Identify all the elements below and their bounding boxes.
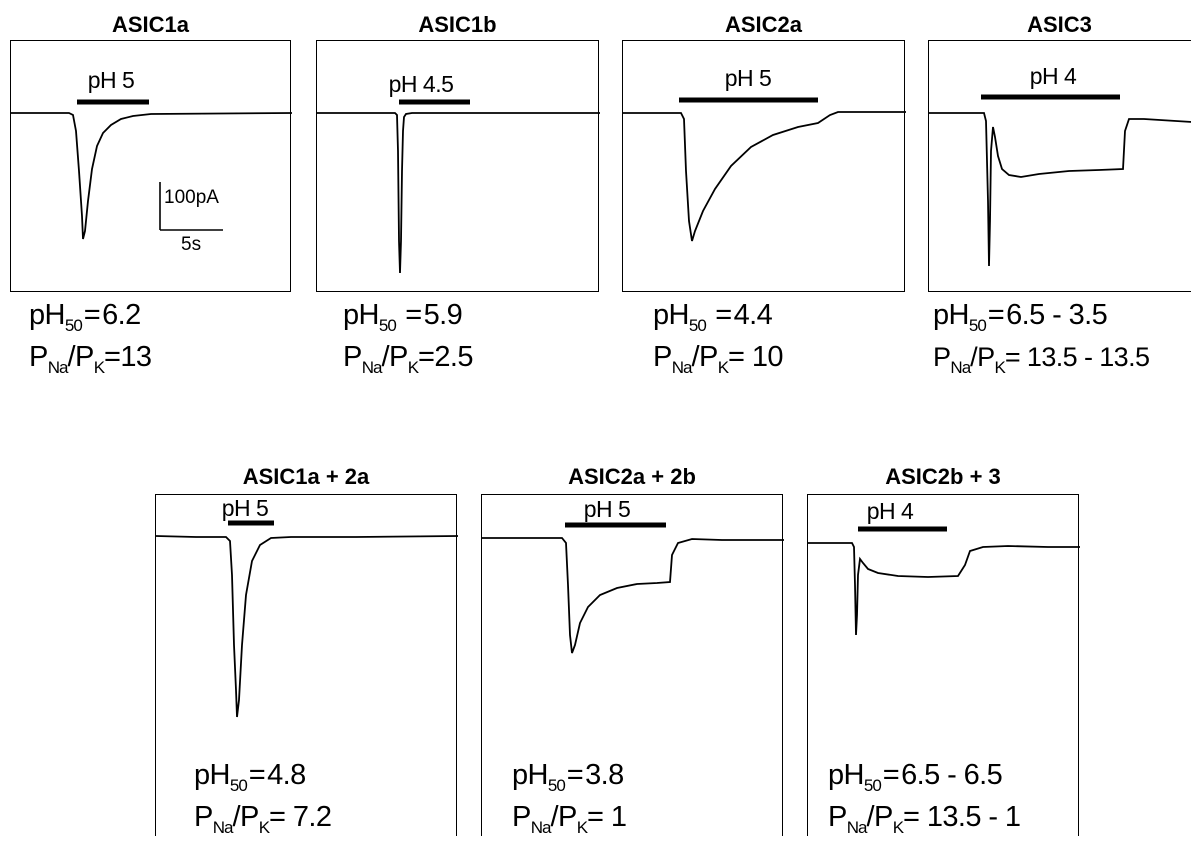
trace-box: pH 5 pH50=3.8 PNa/PK= 1 bbox=[481, 494, 784, 837]
scale-time-label: 5s bbox=[181, 234, 202, 255]
current-trace-line bbox=[156, 536, 458, 717]
panel-asic1a-2a: ASIC1a + 2a pH 5 pH50=4.8 PNa/PK= 7.2 bbox=[155, 464, 458, 837]
permeability-ratio: PNa/PK=2.5 bbox=[343, 341, 473, 377]
panel-asic1b: ASIC1b pH 4.5 pH50 =5.9 PNa/PK=2.5 bbox=[316, 12, 600, 377]
panel-asic2b-3: ASIC2b + 3 pH 4 pH50=6.5 - 6.5 PNa/PK= 1… bbox=[807, 464, 1080, 837]
trace-box: pH 4 pH50=6.5 - 3.5 PNa/PK= 13.5 - 13.5 bbox=[928, 40, 1191, 377]
current-trace bbox=[482, 495, 784, 835]
trace-box: pH 5 100pA 5s pH50=6.2 PNa/PK=13 bbox=[10, 40, 292, 377]
permeability-ratio: PNa/PK=13 bbox=[29, 341, 152, 377]
ph50-value: pH50 =4.4 bbox=[653, 299, 773, 335]
current-trace bbox=[11, 41, 292, 293]
panel-title: ASIC2b + 3 bbox=[885, 464, 1001, 489]
current-trace-line bbox=[482, 538, 784, 653]
trace-box: pH 4 pH50=6.5 - 6.5 PNa/PK= 13.5 - 1 bbox=[807, 494, 1080, 837]
ph-stimulus-label: pH 5 bbox=[221, 495, 269, 521]
ph-stimulus-label: pH 5 bbox=[583, 496, 631, 522]
panel-asic3: ASIC3 pH 4 pH50=6.5 - 3.5 PNa/PK= 13.5 -… bbox=[928, 12, 1191, 377]
current-trace bbox=[317, 41, 600, 293]
ph50-value: pH50=3.8 bbox=[512, 759, 624, 795]
scale-current-label: 100pA bbox=[164, 187, 219, 208]
current-trace bbox=[808, 495, 1080, 835]
trace-box: pH 5 pH50 =4.4 PNa/PK= 10 bbox=[622, 40, 906, 377]
ph-stimulus-label: pH 4.5 bbox=[388, 71, 454, 97]
ph50-value: pH50=4.8 bbox=[194, 759, 306, 795]
panel-title: ASIC1a bbox=[111, 12, 190, 37]
ph50-value: pH50=6.2 bbox=[29, 299, 141, 335]
current-trace bbox=[156, 495, 458, 835]
panel-title: ASIC3 bbox=[1027, 12, 1092, 37]
trace-box: pH 5 pH50=4.8 PNa/PK= 7.2 bbox=[155, 494, 458, 837]
permeability-ratio: PNa/PK= 7.2 bbox=[194, 801, 332, 837]
current-trace-line bbox=[317, 113, 600, 273]
ph50-value: pH50=6.5 - 6.5 bbox=[828, 759, 1003, 795]
panel-title: ASIC1b bbox=[418, 12, 497, 37]
permeability-ratio: PNa/PK= 10 bbox=[653, 341, 784, 377]
current-trace bbox=[623, 41, 906, 293]
permeability-ratio: PNa/PK= 13.5 - 13.5 bbox=[933, 342, 1150, 377]
panel-title: ASIC1a + 2a bbox=[242, 464, 370, 489]
ph-stimulus-label: pH 4 bbox=[866, 498, 914, 524]
panel-asic2a: ASIC2a pH 5 pH50 =4.4 PNa/PK= 10 bbox=[622, 12, 906, 377]
panel-asic1a: ASIC1a pH 5 100pA 5s pH50=6.2 PNa/PK=13 bbox=[10, 12, 292, 377]
ph50-value: pH50=6.5 - 3.5 bbox=[933, 299, 1108, 335]
permeability-ratio: PNa/PK= 1 bbox=[512, 801, 627, 837]
current-trace-line bbox=[929, 113, 1191, 266]
current-trace bbox=[929, 41, 1191, 293]
ph-stimulus-label: pH 5 bbox=[724, 65, 772, 91]
current-trace-line bbox=[11, 113, 292, 239]
ph-stimulus-label: pH 4 bbox=[1029, 63, 1077, 89]
ph50-value: pH50 =5.9 bbox=[343, 299, 463, 335]
panel-asic2a-2b: ASIC2a + 2b pH 5 pH50=3.8 PNa/PK= 1 bbox=[481, 464, 784, 837]
ph-stimulus-label: pH 5 bbox=[87, 67, 135, 93]
current-trace-line bbox=[808, 543, 1080, 635]
trace-box: pH 4.5 pH50 =5.9 PNa/PK=2.5 bbox=[316, 40, 600, 377]
panel-title: ASIC2a bbox=[724, 12, 803, 37]
panel-title: ASIC2a + 2b bbox=[568, 464, 696, 489]
permeability-ratio: PNa/PK= 13.5 - 1 bbox=[828, 801, 1021, 837]
current-trace-line bbox=[623, 112, 906, 241]
